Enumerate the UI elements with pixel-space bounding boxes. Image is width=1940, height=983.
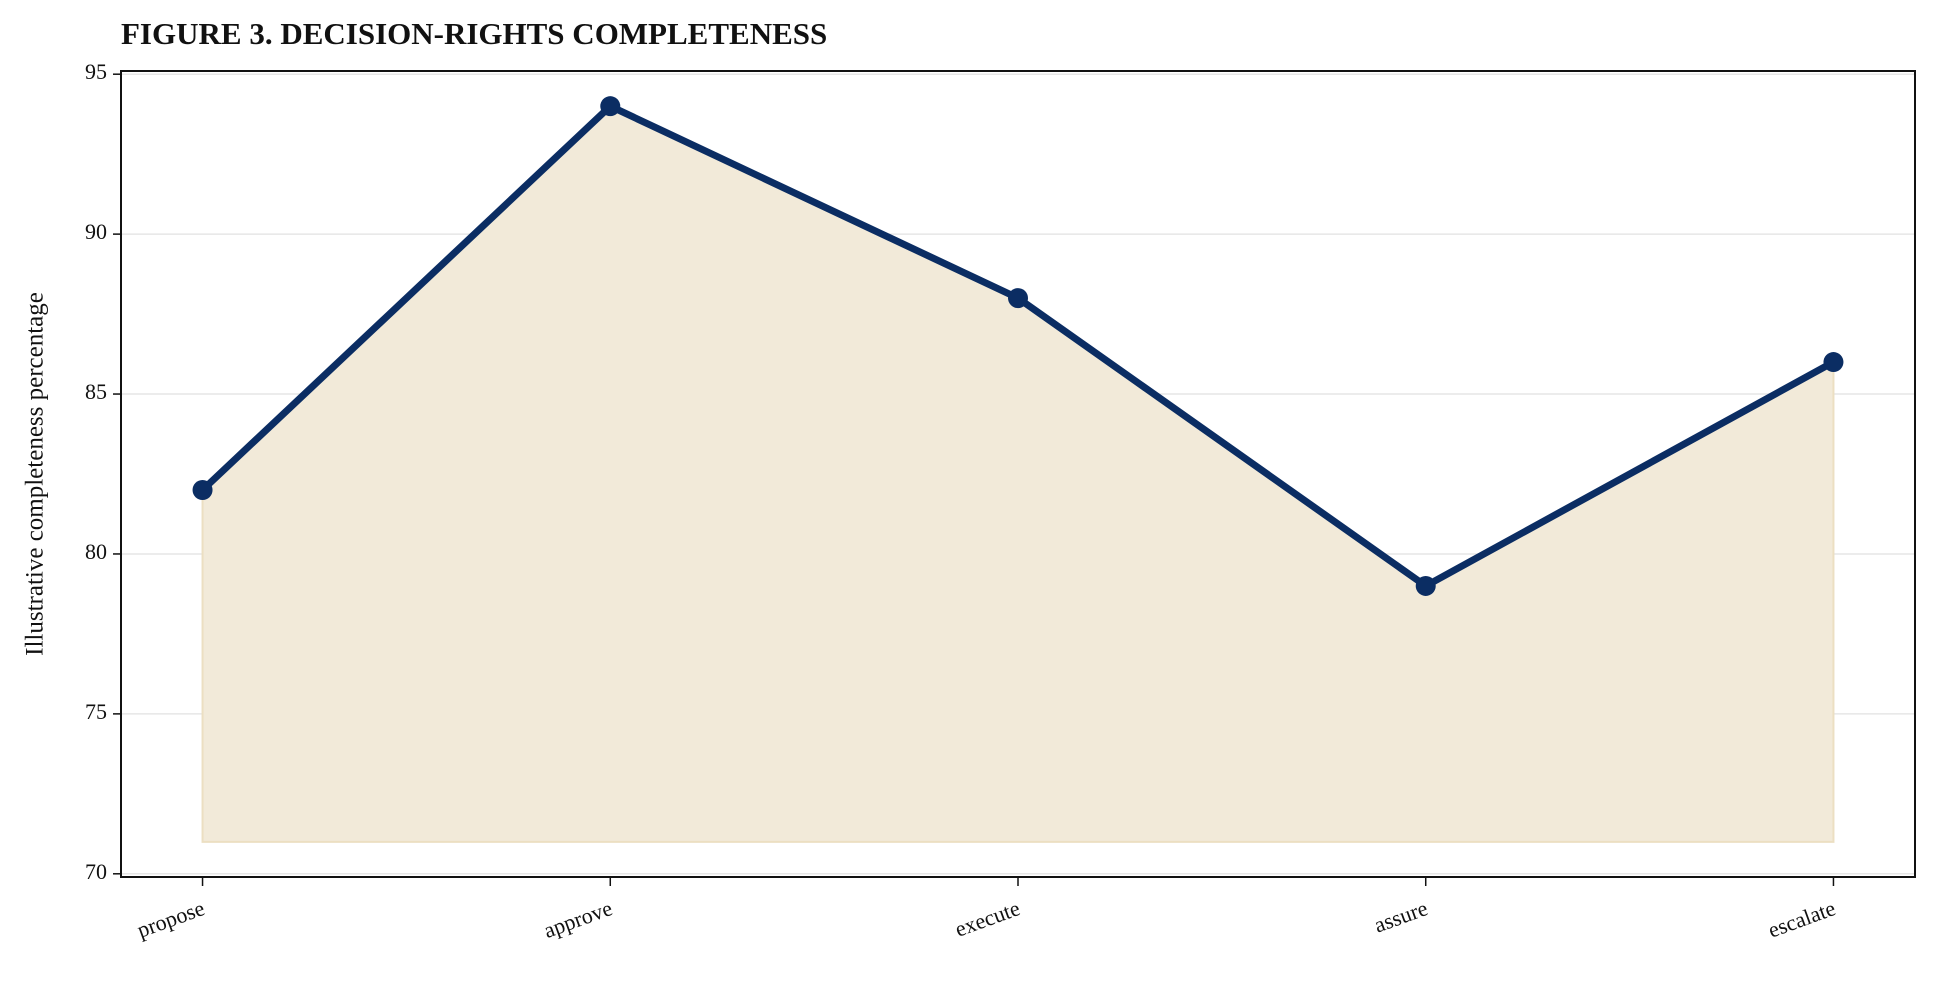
x-tick-label: assure [1371,895,1431,937]
point [1008,288,1028,309]
area [201,104,1835,843]
point [1415,575,1436,596]
point [600,96,621,117]
y-tick-label: 85 [85,379,107,404]
plot-frame [120,70,1916,878]
point [192,479,213,500]
x-tick-label: escalate [1765,895,1839,942]
y-axis-label: Illustrative completeness percentage [22,292,49,656]
x-tick-label: execute [952,895,1024,941]
x-tick-label: approve [540,895,615,943]
y-tick-label: 70 [85,859,107,884]
y-tick-label: 95 [85,59,107,84]
point [1823,352,1844,373]
x-tick-label: propose [134,895,208,942]
y-tick-label: 75 [85,699,107,724]
y-tick-label: 80 [85,539,107,564]
chart-title: FIGURE 3. DECISION-RIGHTS COMPLETENESS [121,16,827,51]
y-tick-label: 90 [85,219,107,244]
